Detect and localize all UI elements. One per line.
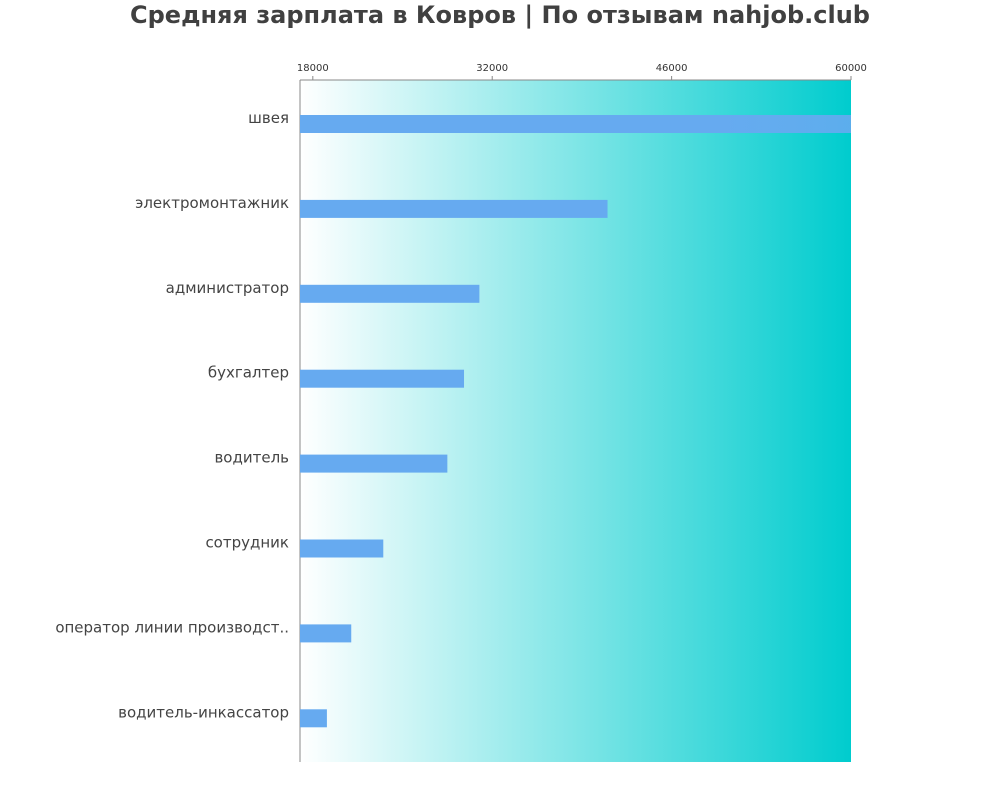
bar <box>300 539 384 558</box>
x-tick-label: 60000 <box>835 63 867 74</box>
category-label: администратор <box>166 279 289 297</box>
bar <box>300 284 480 303</box>
x-tick-label: 32000 <box>476 63 508 74</box>
category-label: водитель-инкассатор <box>118 703 289 721</box>
category-label: сотрудник <box>205 534 289 552</box>
bar <box>300 369 465 388</box>
category-label: электромонтажник <box>135 194 289 212</box>
x-tick-label: 46000 <box>656 63 688 74</box>
category-label: оператор линии производст.. <box>55 618 289 636</box>
bar <box>300 624 352 643</box>
category-label: бухгалтер <box>208 364 289 382</box>
plot-background <box>300 80 851 762</box>
bar <box>300 115 851 133</box>
bar <box>300 709 327 728</box>
bar <box>300 454 448 473</box>
category-label: водитель <box>214 449 289 467</box>
x-tick-label: 18000 <box>297 63 329 74</box>
bar <box>300 199 608 218</box>
chart-title: Средняя зарплата в Ковров | По отзывам n… <box>130 1 870 29</box>
category-label: швея <box>248 109 289 127</box>
